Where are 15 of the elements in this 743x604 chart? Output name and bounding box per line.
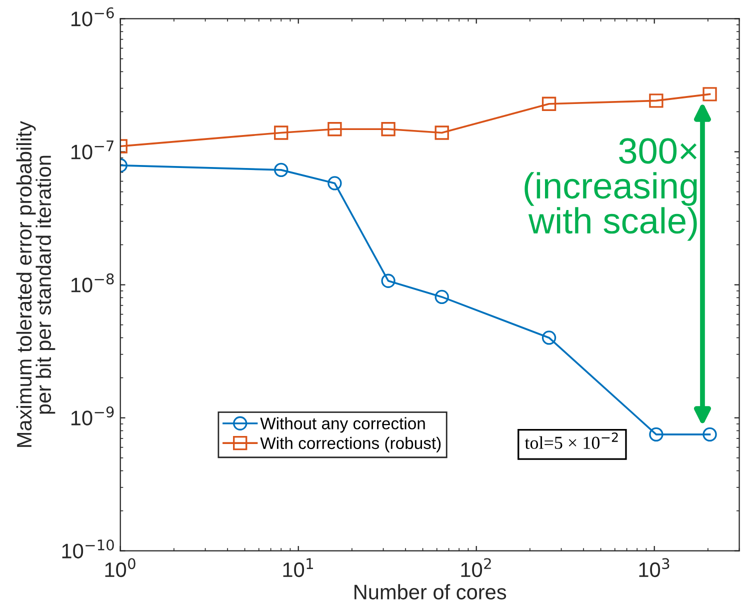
legend-label: Without any correction [260, 417, 425, 433]
x-tick-label: 10$^{2}$ [461, 558, 491, 578]
x-tick-label: 10$^{1}$ [283, 558, 313, 578]
y-axis-title: Maximum tolerated error probability per bit per standard iteration [16, 120, 56, 447]
x-axis-title: Number of cores [354, 584, 506, 600]
x-tick-label: 10$^{0}$ [105, 558, 136, 578]
y-tick-label: 10$^{−9}$ [71, 406, 114, 426]
y-tick-label: 10$^{−6}$ [71, 7, 114, 26]
x-tick-label: 10$^{3}$ [639, 558, 670, 578]
y-tick-label: 10$^{−8}$ [71, 273, 114, 292]
annotation: tol=5 × 10$^{−2}$ [524, 432, 618, 449]
annotation: 300× (increasing with scale) [524, 138, 697, 241]
y-tick-label: 10$^{−7}$ [71, 140, 114, 160]
legend-label: With corrections (robust) [260, 436, 441, 452]
y-tick-label: 10$^{−10}$ [62, 539, 114, 558]
